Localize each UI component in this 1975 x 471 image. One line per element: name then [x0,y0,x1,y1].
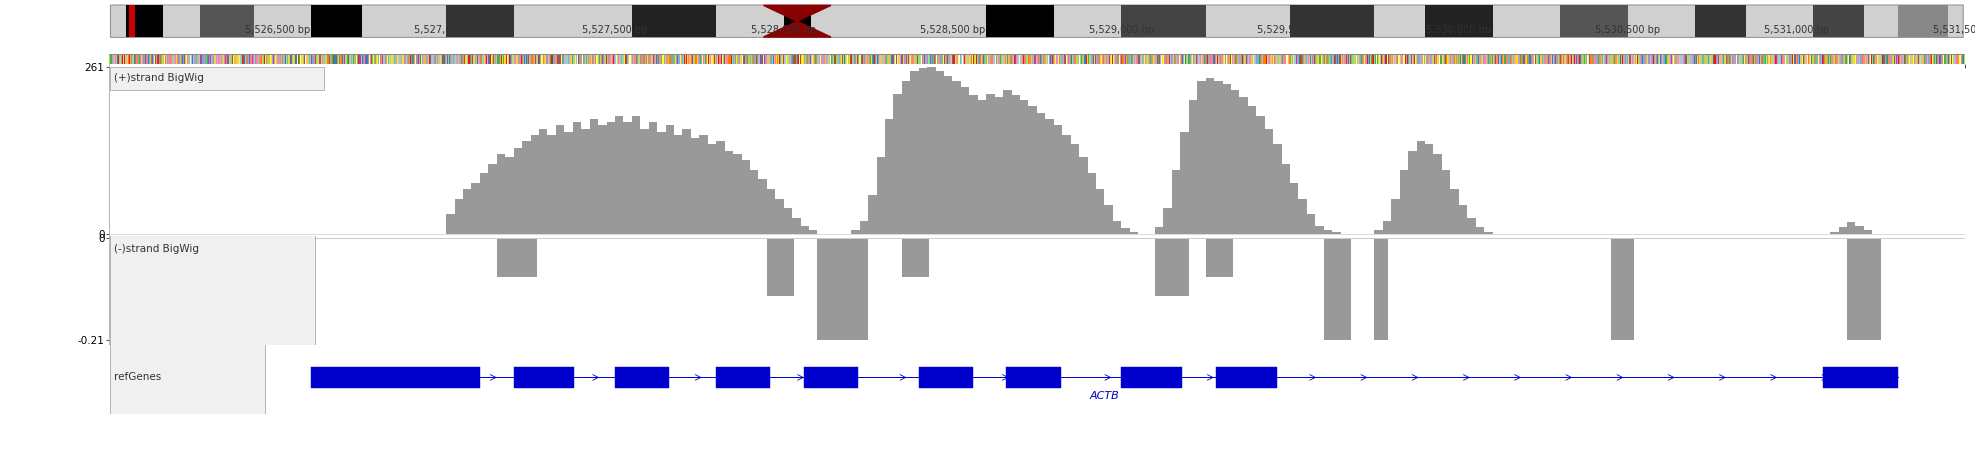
Text: ACTB: ACTB [1090,391,1120,401]
FancyBboxPatch shape [111,300,265,454]
Bar [1217,367,1276,388]
Text: (+)strand BigWig: (+)strand BigWig [115,73,203,83]
Bar [1560,5,1627,37]
Bar [199,5,253,37]
Bar [1007,367,1061,388]
FancyBboxPatch shape [111,67,324,89]
Bar [1898,5,1947,37]
Bar [784,5,810,37]
Bar [986,5,1055,37]
Bar [804,367,857,388]
Bar [312,5,361,37]
FancyBboxPatch shape [111,0,316,471]
Bar [1695,5,1746,37]
Bar [514,367,575,388]
Text: refGenes: refGenes [115,373,162,382]
Polygon shape [764,21,831,37]
Bar [126,5,162,37]
Bar [1122,5,1205,37]
Bar [1823,367,1898,388]
Bar [717,367,770,388]
Bar [1290,5,1375,37]
Bar [918,367,974,388]
Bar [1813,5,1864,37]
Bar [312,367,480,388]
Bar [1122,367,1181,388]
FancyBboxPatch shape [111,5,1963,37]
Bar [614,367,670,388]
Bar [446,5,514,37]
Polygon shape [764,5,831,21]
Bar [1426,5,1493,37]
Text: (-)strand BigWig: (-)strand BigWig [115,244,199,254]
Bar [128,5,134,37]
Bar [632,5,717,37]
